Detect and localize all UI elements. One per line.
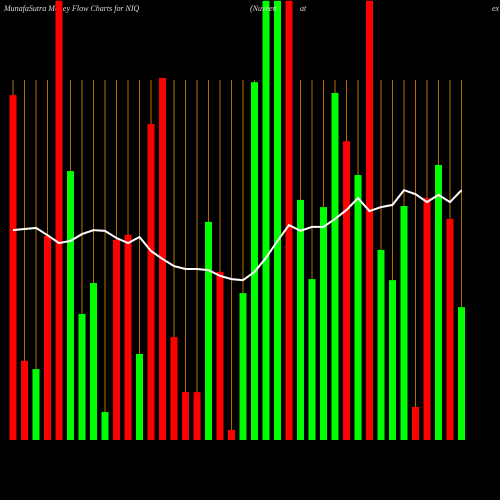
- bar: [377, 249, 385, 440]
- annotation: (Nuveen: [250, 4, 277, 13]
- bar: [354, 175, 362, 441]
- bar: [308, 279, 316, 440]
- bar: [366, 0, 373, 441]
- bar: [412, 406, 419, 440]
- bar: [400, 206, 408, 440]
- chart-title: MunafaSutra Money Flow Charts for NIQ: [3, 4, 140, 13]
- bar: [297, 199, 304, 440]
- bar: [101, 411, 109, 440]
- bar: [90, 283, 97, 440]
- bar: [228, 429, 235, 440]
- bar: [458, 307, 465, 440]
- bar: [343, 141, 350, 440]
- bar: [124, 234, 132, 440]
- annotation: at: [300, 4, 307, 13]
- bar: [44, 235, 51, 440]
- bar: [78, 314, 86, 440]
- bar: [193, 392, 201, 440]
- bar: [9, 95, 17, 441]
- annotation: ex: [492, 4, 500, 13]
- bar: [320, 207, 327, 440]
- price-line: [12, 188, 463, 282]
- bar: [55, 0, 63, 441]
- bar: [170, 337, 178, 440]
- bar: [251, 82, 258, 440]
- bar: [147, 123, 155, 441]
- bar: [423, 198, 431, 440]
- bar: [239, 293, 247, 440]
- bar: [67, 171, 74, 440]
- bar: [32, 369, 40, 440]
- bar: [136, 353, 143, 440]
- bar: [205, 221, 212, 440]
- bar: [446, 218, 454, 440]
- bar: [435, 164, 442, 440]
- bar: [285, 0, 293, 441]
- bar: [21, 360, 28, 440]
- bar: [216, 271, 224, 440]
- bar: [389, 280, 396, 440]
- bar: [182, 392, 189, 440]
- bar: [274, 0, 281, 441]
- bar: [113, 239, 120, 440]
- bar: [331, 92, 339, 441]
- bar: [262, 0, 270, 441]
